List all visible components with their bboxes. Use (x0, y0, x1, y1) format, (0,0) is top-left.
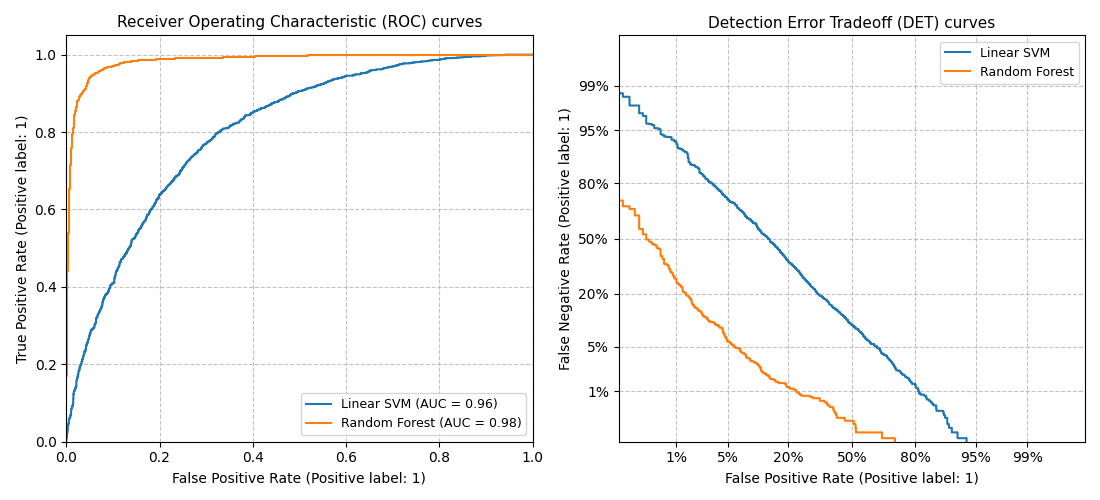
Linear SVM (AUC = 0.96) (499, 52, 513, 58)
Random Forest (AUC = 0.98) (59, 438, 73, 444)
Legend: Linear SVM (AUC = 0.96), Random Forest (AUC = 0.98): Linear SVM (AUC = 0.96), Random Forest (… (300, 393, 526, 436)
Random Forest (AUC = 0.98) (73, 92, 86, 98)
Random Forest (741, 356, 755, 362)
Title: Detection Error Tradeoff (DET) curves: Detection Error Tradeoff (DET) curves (708, 15, 996, 30)
Random Forest (AUC = 0.98) (84, 74, 97, 80)
Random Forest (632, 221, 646, 227)
Y-axis label: False Negative Rate (Positive label: 1): False Negative Rate (Positive label: 1) (559, 107, 573, 370)
X-axis label: False Positive Rate (Positive label: 1): False Positive Rate (Positive label: 1) (173, 471, 427, 485)
Linear SVM (855, 330, 868, 336)
Linear SVM (777, 252, 790, 258)
Linear SVM (730, 204, 744, 210)
Random Forest (AUC = 0.98) (60, 268, 74, 274)
X-axis label: False Positive Rate (Positive label: 1): False Positive Rate (Positive label: 1) (725, 471, 979, 485)
Line: Linear SVM (AUC = 0.96): Linear SVM (AUC = 0.96) (66, 54, 532, 442)
Title: Receiver Operating Characteristic (ROC) curves: Receiver Operating Characteristic (ROC) … (117, 15, 482, 30)
Linear SVM (843, 320, 856, 326)
Random Forest (593, 172, 606, 178)
Line: Linear SVM: Linear SVM (600, 81, 971, 459)
Linear SVM (593, 78, 606, 84)
Linear SVM (AUC = 0.96) (254, 106, 267, 112)
Random Forest (792, 390, 805, 396)
Random Forest (AUC = 0.98) (256, 53, 270, 59)
Random Forest (AUC = 0.98) (468, 52, 481, 58)
Linear SVM (904, 378, 917, 384)
Random Forest (AUC = 0.98) (526, 52, 539, 58)
Random Forest (808, 395, 822, 401)
Linear SVM (757, 232, 770, 237)
Y-axis label: True Positive Rate (Positive label: 1): True Positive Rate (Positive label: 1) (15, 114, 29, 363)
Random Forest (AUC = 0.98) (80, 80, 94, 86)
Linear SVM (AUC = 0.96) (179, 159, 192, 165)
Line: Random Forest: Random Forest (600, 104, 938, 459)
Linear SVM (AUC = 0.96) (97, 295, 110, 301)
Linear SVM (AUC = 0.96) (59, 438, 73, 444)
Line: Random Forest (AUC = 0.98): Random Forest (AUC = 0.98) (66, 54, 532, 442)
Linear SVM (AUC = 0.96) (148, 200, 162, 206)
Random Forest (593, 101, 606, 107)
Random Forest (AUC = 0.98) (135, 58, 149, 64)
Linear SVM (AUC = 0.96) (526, 52, 539, 58)
Random Forest (740, 354, 754, 360)
Linear SVM (AUC = 0.96) (245, 110, 258, 116)
Legend: Linear SVM, Random Forest: Linear SVM, Random Forest (939, 42, 1079, 84)
Linear SVM (AUC = 0.96) (177, 164, 190, 170)
